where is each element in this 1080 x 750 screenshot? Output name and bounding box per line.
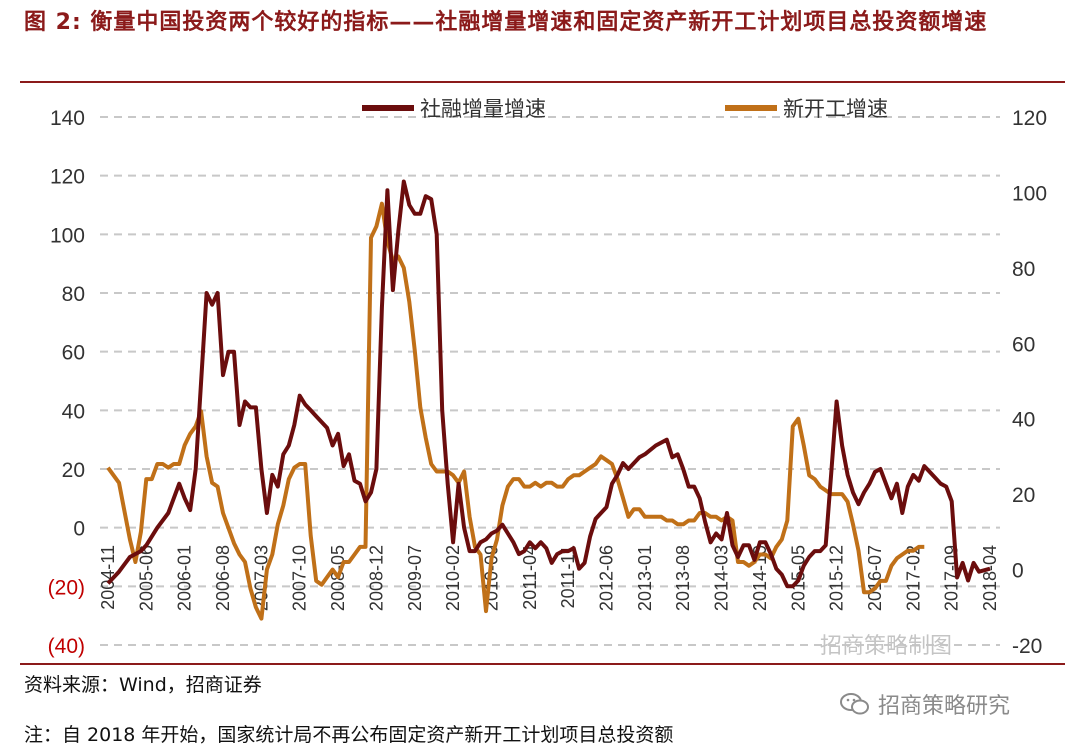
left-tick-label: 120	[50, 166, 85, 189]
right-tick-label: 120	[1012, 107, 1047, 130]
left-tick-label: 140	[50, 107, 85, 130]
source-divider	[20, 663, 1065, 665]
left-axis-ticks: 140 120 100 80 60 40 20 0 (20) (40)	[48, 107, 85, 658]
wechat-icon	[840, 692, 870, 716]
x-tick-label: 2006-01	[175, 545, 195, 611]
x-tick-label: 2015-12	[827, 545, 847, 611]
left-tick-label: 100	[50, 224, 85, 247]
right-tick-label: 60	[1012, 333, 1035, 356]
x-tick-label: 2016-07	[865, 545, 885, 611]
left-tick-label: 40	[62, 400, 85, 423]
right-tick-label: 20	[1012, 484, 1035, 507]
x-tick-label: 2004-11	[98, 545, 118, 610]
wechat-account-name: 招商策略研究	[878, 694, 1011, 719]
series-layer	[106, 179, 991, 621]
footnote: 注：自 2018 年开始，国家统计局不再公布固定资产新开工计划项目总投资额	[24, 724, 674, 746]
title-divider	[20, 81, 1065, 83]
x-tick-label: 2012-06	[597, 545, 617, 611]
x-tick-label: 2017-02	[903, 545, 923, 611]
left-tick-label: (20)	[48, 576, 85, 599]
left-tick-label: 60	[62, 342, 85, 365]
x-tick-label: 2018-04	[980, 545, 1000, 611]
chart-title: 图 2: 衡量中国投资两个较好的指标——社融增量增速和固定资产新开工计划项目总投…	[24, 10, 988, 35]
x-tick-label: 2011-11	[558, 545, 578, 608]
left-tick-label: 20	[62, 459, 85, 482]
x-tick-label: 2006-08	[213, 545, 233, 611]
left-tick-label: 80	[62, 283, 85, 306]
x-tick-label: 2009-07	[405, 545, 425, 611]
right-tick-label: 40	[1012, 409, 1035, 432]
x-tick-label: 2005-06	[136, 545, 156, 611]
x-tick-label: 2013-01	[635, 545, 655, 611]
series-line-1	[106, 179, 991, 589]
wechat-watermark: 招商策略研究	[840, 688, 1010, 720]
chart-watermark: 招商策略制图	[820, 634, 953, 659]
chart-area: 140 120 100 80 60 40 20 0 (20) (40) 120 100 80 60 40 2…	[48, 97, 1047, 658]
right-axis-ticks: 120 100 80 60 40 20 0 -20	[1012, 107, 1047, 658]
right-tick-label: 0	[1012, 560, 1024, 583]
legend-label-1: 社融增量增速	[420, 97, 546, 121]
source-text: 资料来源：Wind，招商证券	[24, 674, 262, 696]
x-tick-label: 2007-03	[251, 545, 271, 611]
x-tick-label: 2008-12	[366, 545, 386, 611]
legend: 社融增量增速 新开工增速	[362, 97, 888, 121]
series-line-2	[106, 201, 925, 621]
x-tick-label: 2014-03	[712, 545, 732, 611]
right-tick-label: 80	[1012, 258, 1035, 281]
left-tick-label: 0	[73, 518, 85, 541]
x-tick-label: 2013-08	[673, 545, 693, 611]
grid-lines	[100, 116, 1000, 646]
right-tick-label: 100	[1012, 182, 1047, 205]
legend-label-2: 新开工增速	[783, 97, 888, 121]
x-tick-label: 2007-10	[290, 545, 310, 611]
x-tick-label: 2011-04	[520, 545, 540, 610]
right-tick-label: -20	[1012, 635, 1042, 658]
left-tick-label: (40)	[48, 635, 85, 658]
x-tick-label: 2010-02	[443, 545, 463, 611]
